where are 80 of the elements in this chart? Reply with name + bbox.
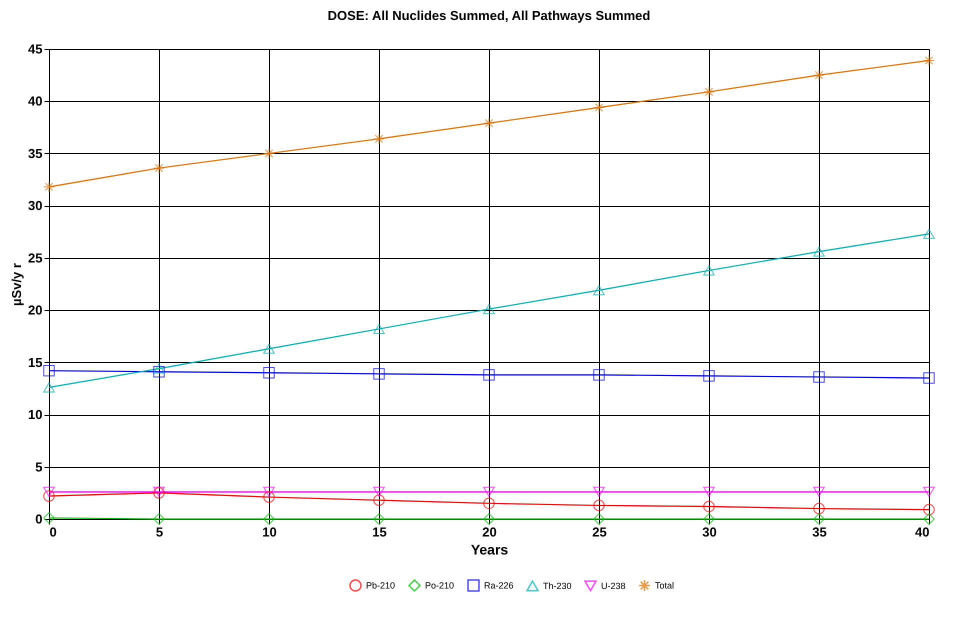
y-tick-label: 35 <box>28 146 42 161</box>
point <box>813 371 825 383</box>
point <box>703 486 715 497</box>
legend-label: Ra-226 <box>484 580 514 591</box>
point <box>373 494 385 506</box>
point <box>593 500 605 512</box>
point <box>483 117 495 129</box>
x-tick-label: 20 <box>482 524 497 540</box>
point <box>263 148 275 160</box>
point <box>373 513 385 525</box>
point <box>153 364 165 374</box>
point <box>153 162 165 174</box>
point <box>373 368 385 380</box>
point <box>483 498 495 510</box>
y-tick-label: 10 <box>28 407 42 422</box>
point <box>43 486 55 497</box>
x-tick-label: 0 <box>50 524 57 540</box>
x-axis-title: Years <box>470 542 508 558</box>
point <box>43 490 55 502</box>
point <box>263 486 275 497</box>
point <box>923 228 935 239</box>
point <box>483 304 495 314</box>
point <box>813 486 825 497</box>
point <box>373 324 385 334</box>
legend-label: U-238 <box>601 580 626 591</box>
point <box>923 486 935 497</box>
point <box>43 364 55 376</box>
point <box>813 69 825 81</box>
legend-label: Po-210 <box>425 580 454 591</box>
point <box>263 367 275 379</box>
point <box>923 54 935 66</box>
x-tick-label: 10 <box>262 524 277 540</box>
point <box>373 133 385 145</box>
legend-label: Total <box>655 580 674 591</box>
point <box>703 86 715 98</box>
point <box>43 181 55 193</box>
point <box>703 513 715 525</box>
point <box>813 246 825 257</box>
point <box>153 366 165 378</box>
point <box>483 513 495 525</box>
point <box>263 344 275 354</box>
point <box>703 370 715 382</box>
point <box>43 512 55 524</box>
point <box>483 486 495 497</box>
x-tick-label: 40 <box>915 524 930 540</box>
y-tick-label: 25 <box>28 250 42 266</box>
x-tick-label: 35 <box>812 524 827 540</box>
point <box>263 491 275 503</box>
y-tick-label: 15 <box>28 354 42 370</box>
legend-label: Pb-210 <box>366 580 396 591</box>
point <box>43 382 55 392</box>
x-tick-label: 5 <box>156 524 164 540</box>
point <box>703 500 715 512</box>
y-tick-label: 45 <box>28 42 42 56</box>
point <box>593 513 605 525</box>
point <box>923 513 935 525</box>
point <box>923 372 935 384</box>
point <box>813 513 825 525</box>
x-tick-label: 25 <box>592 524 607 540</box>
y-tick-label: 0 <box>35 512 42 526</box>
x-tick-label: 30 <box>702 524 717 540</box>
point <box>373 486 385 497</box>
y-tick-label: 30 <box>28 198 42 214</box>
point <box>263 513 275 525</box>
point <box>153 513 165 525</box>
chart-title: DOSE: All Nuclides Summed, All Pathways Summed <box>328 8 650 23</box>
x-tick-label: 15 <box>372 524 387 540</box>
y-tick-label: 5 <box>35 459 42 474</box>
point <box>923 504 935 516</box>
point <box>593 369 605 381</box>
point <box>813 502 825 514</box>
point <box>593 102 605 114</box>
point <box>703 265 715 276</box>
point <box>483 369 495 381</box>
y-tick-label: 40 <box>28 94 42 109</box>
y-axis-title: µSv/y r <box>9 263 24 306</box>
legend-label: Th-230 <box>543 580 572 591</box>
point <box>593 486 605 497</box>
point <box>593 285 605 296</box>
y-tick-label: 20 <box>28 302 42 318</box>
